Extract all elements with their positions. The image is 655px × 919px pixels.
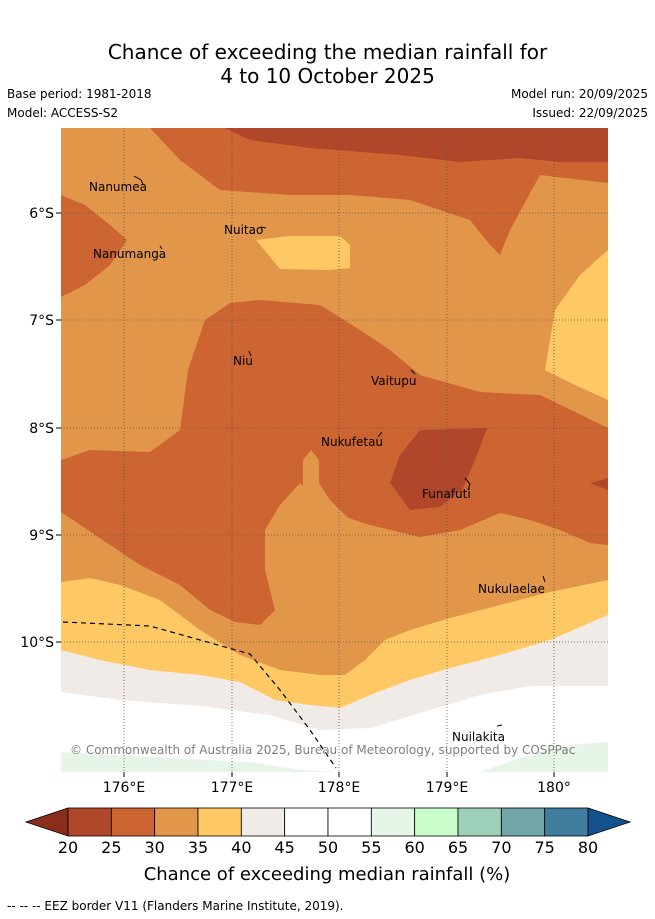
colorbar-cell-70-75 <box>500 807 546 837</box>
island-label-nuilakita: Nuilakita <box>452 730 505 744</box>
colorbar-cell-20-25 <box>67 807 112 837</box>
colorbar-tick-55: 55 <box>361 838 381 857</box>
y-tick-6s: 6°S <box>29 206 54 222</box>
title-line-2: 4 to 10 October 2025 <box>220 64 435 88</box>
y-axis-labels: 6°S 7°S 8°S 9°S 10°S <box>20 206 54 651</box>
base-period: Base period: 1981-2018 <box>7 87 152 101</box>
colorbar-tick-70: 70 <box>491 838 511 857</box>
colorbar-tick-50: 50 <box>318 838 338 857</box>
colorbar-tick-65: 65 <box>448 838 468 857</box>
colorbar-cell-65-70 <box>457 807 502 837</box>
colorbar-cell-40-45 <box>240 807 286 837</box>
band-25-30-west <box>61 195 127 297</box>
map-title: Chance of exceeding the median rainfall … <box>0 40 655 88</box>
colorbar-cells <box>24 807 632 837</box>
band-20-25-funafuti <box>390 428 487 510</box>
x-tick-177e: 177°E <box>211 780 254 796</box>
eez-border <box>62 621 337 769</box>
island-label-niu: Niu <box>233 354 253 368</box>
graticule <box>61 128 608 772</box>
copyright-notice: © Commonwealth of Australia 2025, Bureau… <box>70 743 575 757</box>
model-run: Model run: 20/09/2025 <box>510 87 648 101</box>
band-25-30-central <box>61 300 608 625</box>
colorbar-cell-30-35 <box>154 807 199 837</box>
colorbar-tick-30: 30 <box>144 838 164 857</box>
y-tick-7s: 7°S <box>29 313 54 329</box>
title-line-1: Chance of exceeding the median rainfall … <box>107 40 548 64</box>
colorbar-cell-50-55 <box>327 807 372 837</box>
x-tick-178e: 178°E <box>318 780 361 796</box>
y-tick-9s: 9°S <box>29 528 54 544</box>
x-tick-180: 180° <box>537 780 571 796</box>
eez-legend-note: -- -- -- EEZ border V11 (Flanders Marine… <box>7 899 344 913</box>
colorbar-tick-20: 20 <box>58 838 78 857</box>
issued-date: Issued: 22/09/2025 <box>532 106 648 120</box>
island-label-nanumea: Nanumea <box>89 180 147 194</box>
x-tick-176e: 176°E <box>103 780 146 796</box>
band-35-40-east <box>545 250 608 400</box>
band-20-25-north <box>225 128 608 162</box>
colorbar-tick-80: 80 <box>578 838 598 857</box>
colorbar-ticks: 20 25 30 35 40 45 50 55 60 65 70 75 80 <box>58 838 598 857</box>
colorbar-cell-60-65 <box>414 807 459 837</box>
colorbar-cell-75-80 <box>544 807 589 837</box>
x-tick-179e: 179°E <box>426 780 469 796</box>
colorbar-cell-45-50 <box>284 807 329 837</box>
colorbar-tick-35: 35 <box>188 838 208 857</box>
colorbar-under-arrow <box>24 807 69 837</box>
band-45-55 <box>61 686 608 772</box>
model-name: Model: ACCESS-S2 <box>7 106 119 120</box>
island-label-vaitupu: Vaitupu <box>371 374 417 388</box>
axis-ticks <box>56 212 555 777</box>
island-label-nukulaelae: Nukulaelae <box>478 582 545 596</box>
colorbar-tick-25: 25 <box>101 838 121 857</box>
colorbar-tick-75: 75 <box>534 838 554 857</box>
island-leaders <box>133 175 546 727</box>
colorbar-tick-40: 40 <box>231 838 251 857</box>
y-tick-8s: 8°S <box>29 421 54 437</box>
island-label-nuitao: Nuitao <box>224 223 263 237</box>
y-tick-10s: 10°S <box>20 635 54 651</box>
island-label-nanumanga: Nanumanga <box>93 247 166 261</box>
colorbar-tick-60: 60 <box>404 838 424 857</box>
x-axis-labels: 176°E 177°E 178°E 179°E 180° <box>103 780 571 796</box>
island-label-nukufetau: Nukufetau <box>321 435 383 449</box>
band-55-60 <box>61 742 608 772</box>
island-labels: Nanumea Nuitao Nanumanga Niu Vaitupu Nuk… <box>89 180 545 744</box>
band-20-25-east-edge <box>590 478 608 490</box>
colorbar-cell-35-40 <box>197 807 242 837</box>
colorbar-tick-45: 45 <box>274 838 294 857</box>
colorbar-over-arrow <box>587 807 632 837</box>
colorbar-label: Chance of exceeding median rainfall (%) <box>144 864 511 885</box>
rainfall-map: Nanumea Nuitao Nanumanga Niu Vaitupu Nuk… <box>20 128 608 796</box>
island-label-funafuti: Funafuti <box>422 487 471 501</box>
probability-contours <box>61 128 608 772</box>
colorbar-cell-25-30 <box>110 807 156 837</box>
band-35-40-nuitao <box>256 236 350 270</box>
colorbar-cell-55-60 <box>370 807 416 837</box>
